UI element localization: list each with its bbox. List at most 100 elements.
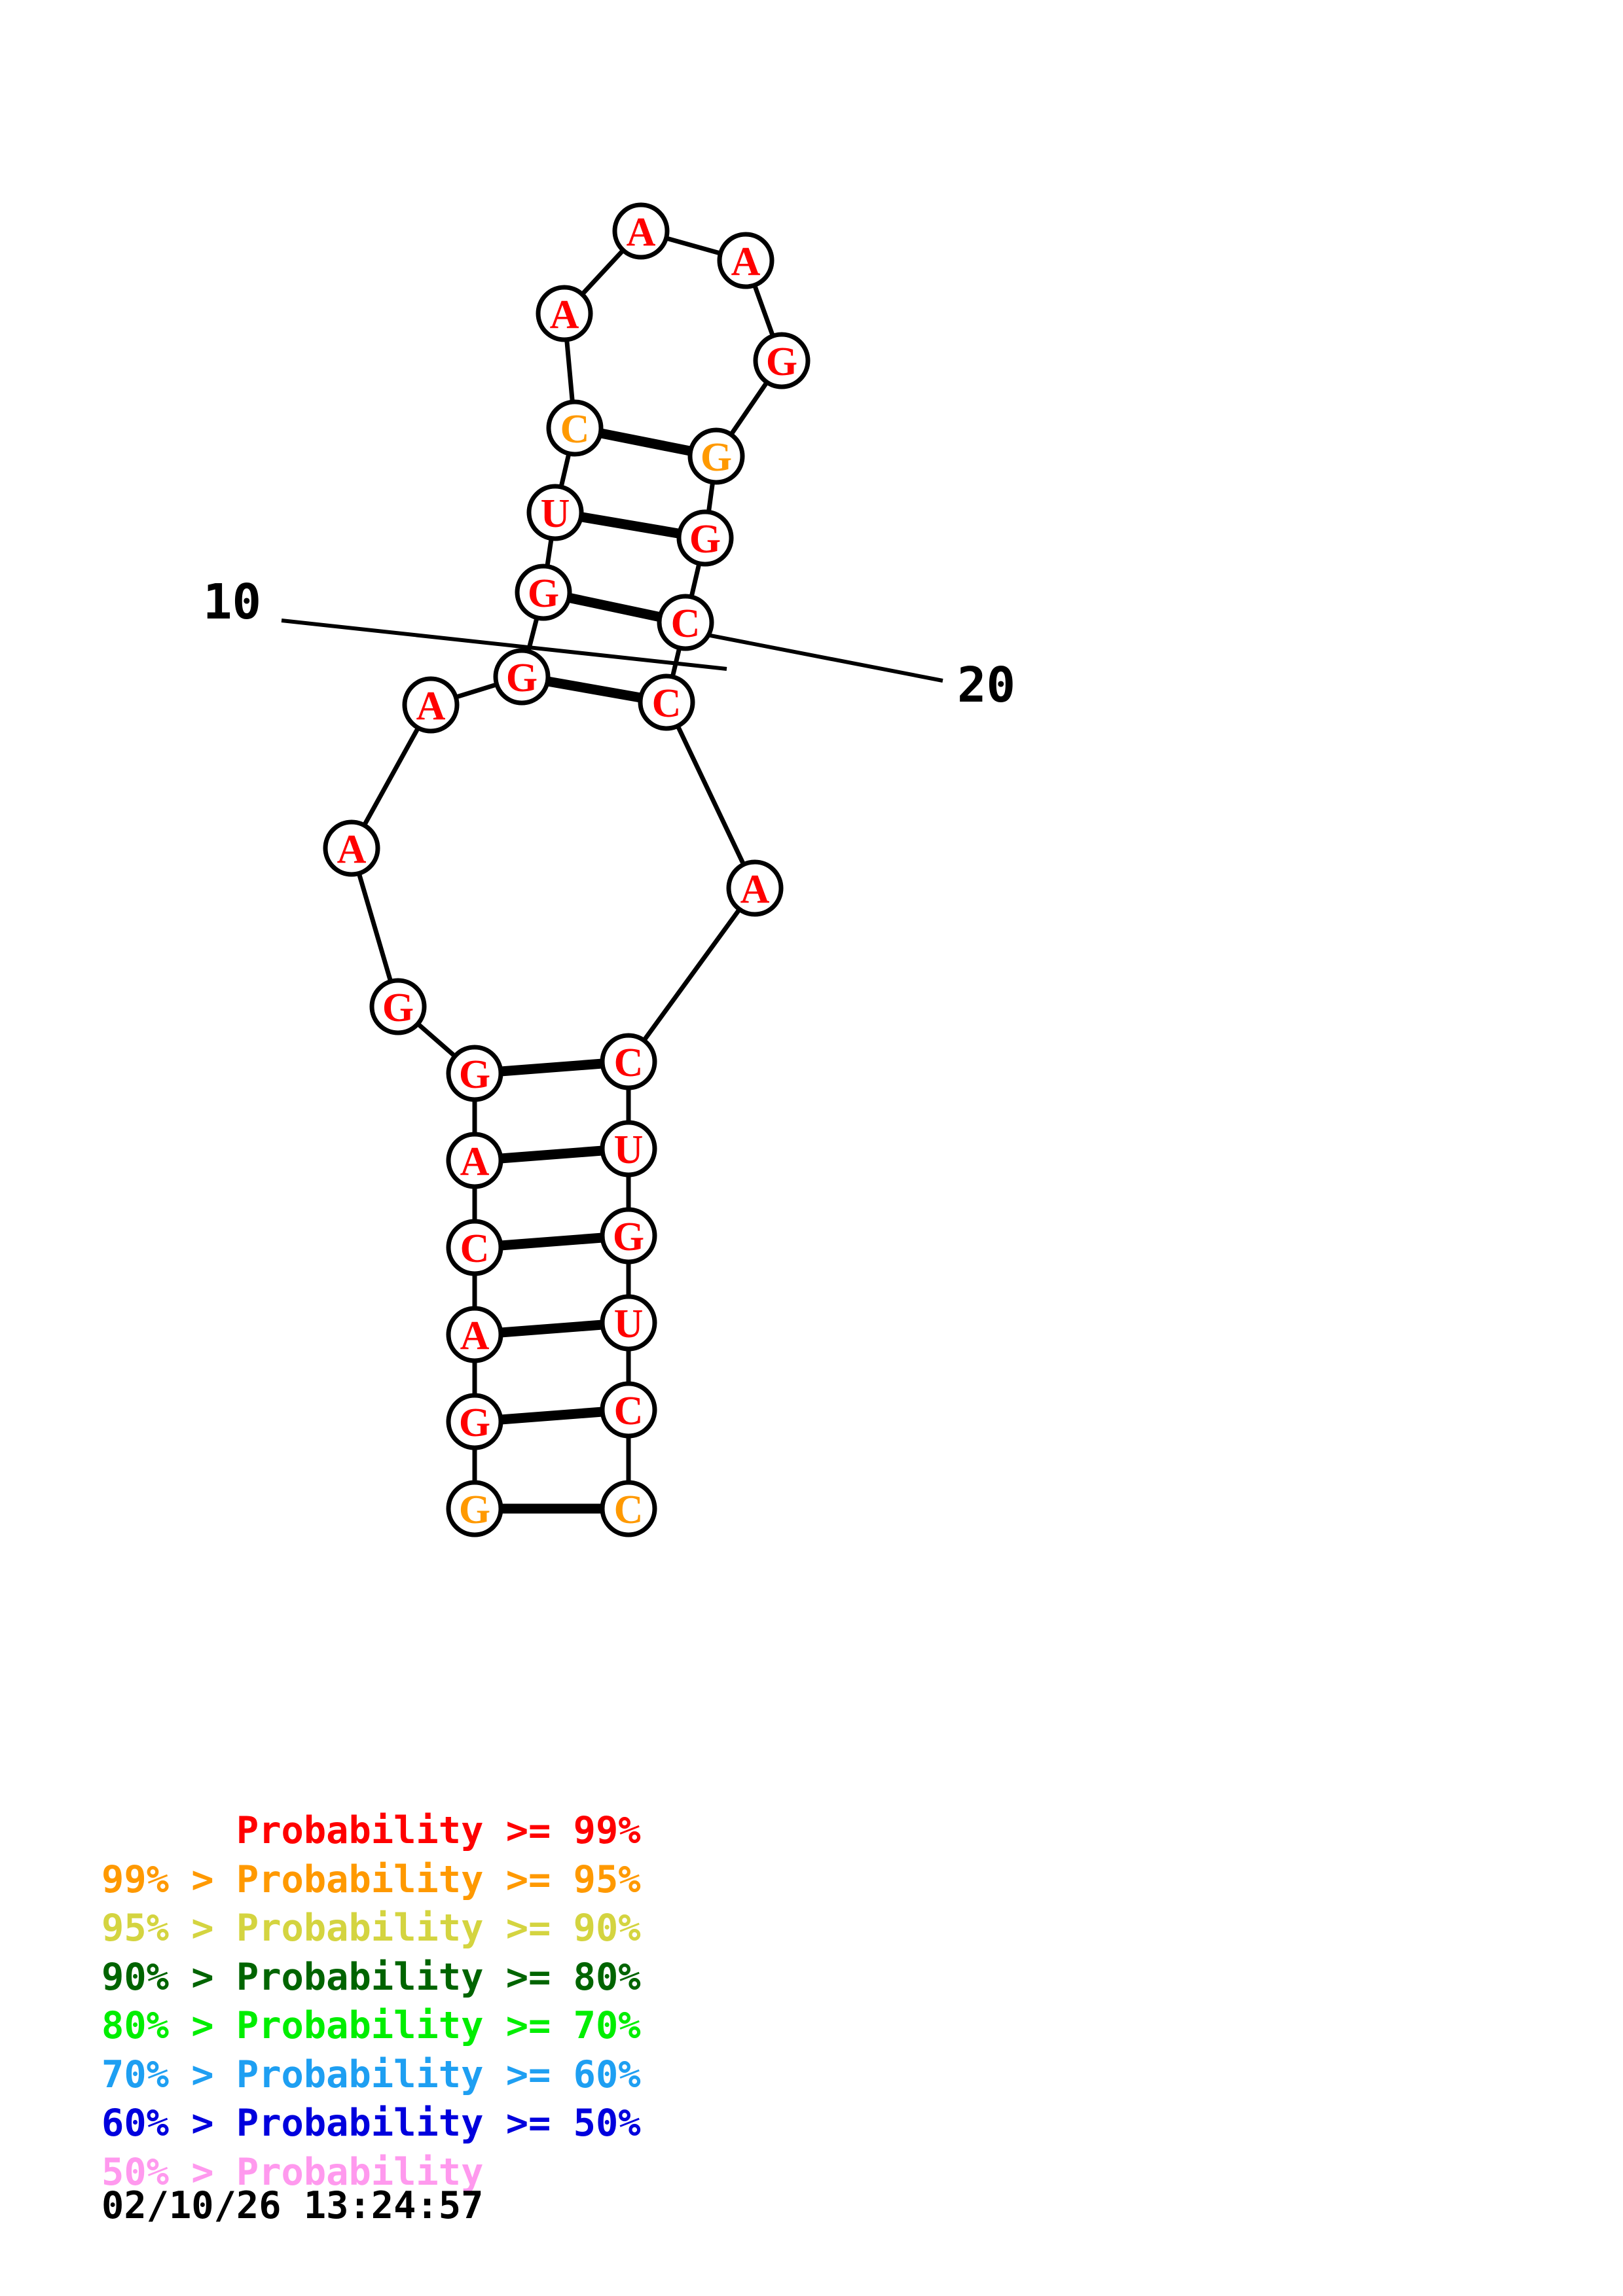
- nucleotide-letter: A: [740, 867, 770, 912]
- nucleotide-letter: G: [459, 1052, 490, 1097]
- nucleotide-circle: [600, 1294, 657, 1352]
- base-pair-bond: [579, 511, 682, 539]
- nucleotide-circle: [687, 427, 745, 485]
- nucleotide-circle: [657, 594, 714, 651]
- legend-row-5: 70% > Probability >= 60%: [101, 2053, 641, 2096]
- probability-legend: Probability >= 99% 99% > Probability >= 9…: [101, 1806, 641, 2197]
- nucleotide-letter: G: [459, 1401, 490, 1445]
- backbone-link: [665, 236, 721, 256]
- nucleotide-circle: [717, 232, 775, 289]
- nucleotide-node[interactable]: G: [676, 509, 734, 567]
- nucleotide-letter: G: [766, 340, 797, 384]
- backbone-link: [362, 726, 420, 827]
- nucleotide-letter: A: [416, 684, 446, 728]
- nucleotide-letter: G: [701, 435, 732, 480]
- legend-row-2: 95% > Probability >= 90%: [101, 1907, 641, 1950]
- base-pair-bond: [499, 1407, 604, 1425]
- nucleotide-letter: U: [541, 492, 570, 536]
- nucleotide-node[interactable]: U: [526, 484, 584, 541]
- base-pair-bond: [545, 676, 643, 703]
- nucleotide-node[interactable]: G: [687, 427, 745, 485]
- nucleotide-circle: [402, 676, 460, 734]
- nucleotide-letter: A: [460, 1139, 490, 1184]
- nucleotide-node[interactable]: C: [600, 1033, 657, 1090]
- nucleotide-node[interactable]: G: [446, 1480, 503, 1537]
- nucleotide-circle: [446, 1480, 503, 1537]
- nucleotide-circle: [526, 484, 584, 541]
- backbone-link: [416, 1022, 457, 1058]
- legend-row-1: 99% > Probability >= 95%: [101, 1857, 641, 1901]
- backbone-link: [580, 248, 625, 296]
- backbone-link: [564, 339, 575, 403]
- base-pair-bond: [566, 592, 663, 622]
- nucleotide-node[interactable]: A: [612, 202, 670, 260]
- nucleotide-letter: A: [460, 1314, 490, 1358]
- nucleotide-circle: [323, 819, 380, 877]
- backbone-link: [545, 538, 554, 567]
- index-leader-layer: [281, 619, 943, 683]
- backbone-link: [729, 381, 769, 436]
- backbone-link: [356, 872, 393, 982]
- nucleotide-node[interactable]: U: [600, 1294, 657, 1352]
- nucleotide-node[interactable]: G: [515, 564, 572, 621]
- nucleotide-circle: [493, 648, 551, 706]
- nucleotide-circle: [446, 1045, 503, 1102]
- nucleotide-node[interactable]: C: [600, 1480, 657, 1537]
- backbone-link: [642, 908, 742, 1042]
- nucleotide-circle: [600, 1033, 657, 1090]
- nucleotide-node[interactable]: G: [753, 332, 811, 389]
- nucleotide-letter: A: [550, 293, 579, 337]
- nucleotide-node[interactable]: C: [657, 594, 714, 651]
- nucleotide-node[interactable]: A: [446, 1132, 503, 1189]
- nucleotide-node[interactable]: G: [446, 1045, 503, 1102]
- index-leader-line: [281, 619, 727, 671]
- nucleotide-node[interactable]: G: [600, 1207, 657, 1265]
- nucleotide-node[interactable]: G: [493, 648, 551, 706]
- base-pair-layer: [499, 428, 693, 1514]
- nucleotide-node[interactable]: A: [402, 676, 460, 734]
- legend-row-3: 90% > Probability >= 80%: [101, 1955, 641, 1999]
- base-pair-bond: [598, 428, 693, 456]
- nucleotide-letter: G: [528, 571, 559, 616]
- legend-row-4: 80% > Probability >= 70%: [101, 2004, 641, 2047]
- backbone-link: [676, 725, 746, 866]
- timestamp: 02/10/26 13:24:57: [101, 2184, 484, 2227]
- nucleotide-letter: G: [382, 986, 414, 1030]
- backbone-link: [558, 453, 572, 488]
- index-leader-line: [706, 633, 943, 683]
- nucleotide-node[interactable]: A: [726, 859, 784, 917]
- backbone-link: [455, 682, 498, 700]
- nucleotide-node[interactable]: G: [369, 978, 427, 1035]
- nucleotide-circle: [726, 859, 784, 917]
- nucleotide-letter: G: [506, 656, 538, 700]
- label-20: 20: [957, 657, 1015, 713]
- base-pair-bond: [499, 1232, 604, 1251]
- nucleotide-node[interactable]: C: [546, 399, 604, 457]
- nucleotide-node[interactable]: C: [638, 673, 695, 731]
- nucleotide-node[interactable]: A: [446, 1306, 503, 1363]
- nucleotide-letter: G: [613, 1215, 644, 1259]
- nucleotide-letter: A: [627, 210, 656, 255]
- nucleotide-node[interactable]: A: [536, 285, 593, 342]
- nucleotide-node[interactable]: C: [446, 1219, 503, 1276]
- nucleotide-circle: [600, 1480, 657, 1537]
- nucleotide-node[interactable]: A: [323, 819, 380, 877]
- nucleotide-circle: [600, 1207, 657, 1265]
- nucleotide-node[interactable]: A: [717, 232, 775, 289]
- label-10: 10: [203, 574, 261, 630]
- nucleotide-node[interactable]: C: [600, 1381, 657, 1439]
- nucleotide-letter: C: [460, 1227, 490, 1271]
- nucleotide-letter: U: [614, 1128, 644, 1172]
- nucleotide-node[interactable]: G: [446, 1393, 503, 1450]
- nucleotide-letter: G: [689, 517, 721, 562]
- legend-row-6: 60% > Probability >= 50%: [101, 2102, 641, 2145]
- nucleotide-letter: C: [614, 1389, 644, 1433]
- nucleotide-node[interactable]: U: [600, 1120, 657, 1177]
- nucleotide-circle: [600, 1120, 657, 1177]
- nucleotide-circle: [638, 673, 695, 731]
- nucleotide-circle: [446, 1306, 503, 1363]
- nucleotide-letter: U: [614, 1302, 644, 1346]
- nucleotide-circle: [753, 332, 811, 389]
- backbone-link: [752, 284, 775, 337]
